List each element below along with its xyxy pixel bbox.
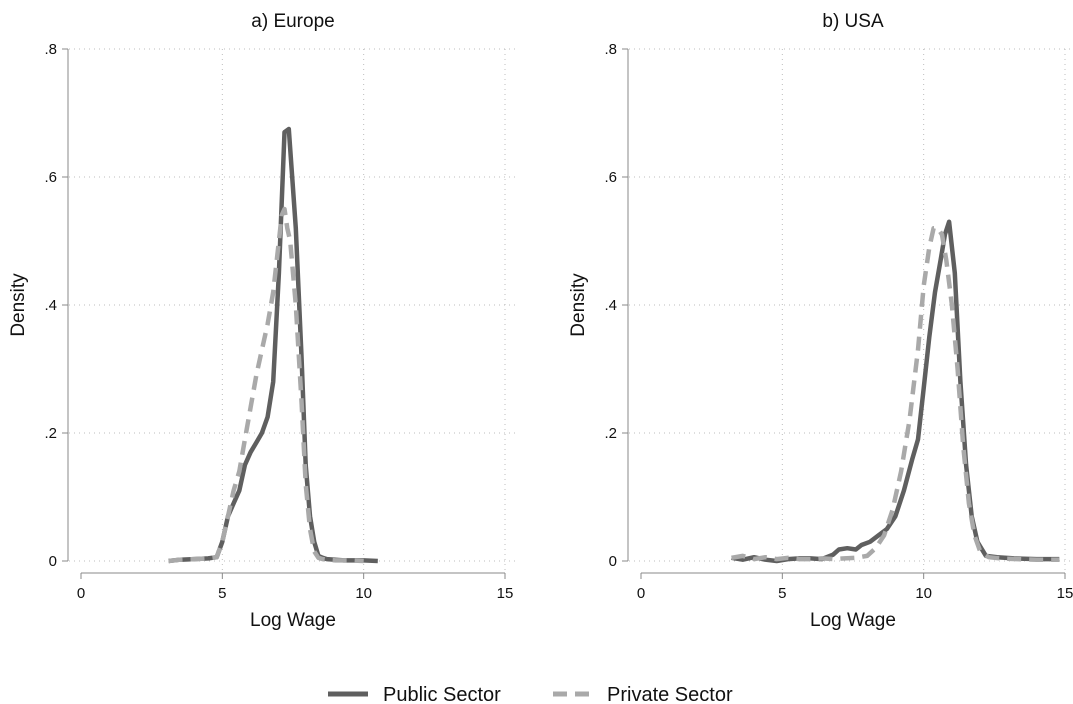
panel-usa: b) USA Density Log Wage 0 .2 .4 .6 .8 0 5 10 15 <box>568 11 1073 631</box>
y-tick-label: .2 <box>604 425 617 442</box>
series-line-public-sector <box>168 126 378 564</box>
y-axis-label: Density <box>568 273 589 337</box>
y-tick-label: .6 <box>604 169 617 186</box>
y-axis-label: Density <box>8 273 29 337</box>
y-tick-label: .4 <box>604 297 617 314</box>
legend: Public Sector Private Sector <box>328 684 733 704</box>
y-tick-label: 0 <box>49 553 57 570</box>
y-tick-label: .6 <box>44 169 57 186</box>
gridlines <box>629 48 1073 572</box>
tick-labels: 0 .2 .4 .6 .8 0 5 10 15 <box>44 41 513 602</box>
legend-item-private: Private Sector <box>553 684 733 704</box>
y-tick-label: 0 <box>609 553 617 570</box>
y-tick-label: .8 <box>604 41 617 58</box>
series-line-private-sector <box>168 206 364 564</box>
x-tick-label: 10 <box>915 585 932 602</box>
series-lines <box>731 219 1060 564</box>
x-tick-label: 15 <box>497 585 514 602</box>
series-line-public-sector <box>731 219 1060 564</box>
x-tick-label: 5 <box>218 585 226 602</box>
x-tick-label: 0 <box>637 585 645 602</box>
x-tick-label: 10 <box>355 585 372 602</box>
axes <box>622 48 1066 579</box>
panel-title: a) Europe <box>251 11 334 32</box>
series-lines <box>168 126 378 564</box>
x-tick-label: 5 <box>778 585 786 602</box>
legend-label: Private Sector <box>607 684 733 704</box>
panel-title: b) USA <box>822 11 884 32</box>
legend-label: Public Sector <box>383 684 501 704</box>
x-axis-label: Log Wage <box>250 610 336 631</box>
tick-labels: 0 .2 .4 .6 .8 0 5 10 15 <box>604 41 1073 602</box>
axes <box>62 48 506 579</box>
panel-europe: a) Europe Density Log Wage 0 .2 .4 .6 .8 0 5 10… <box>8 11 515 631</box>
x-tick-label: 0 <box>77 585 85 602</box>
y-tick-label: .8 <box>44 41 57 58</box>
y-tick-label: .2 <box>44 425 57 442</box>
series-line-private-sector <box>731 225 1060 562</box>
x-axis-label: Log Wage <box>810 610 896 631</box>
legend-item-public: Public Sector <box>328 684 501 704</box>
gridlines <box>69 48 515 572</box>
y-tick-label: .4 <box>44 297 57 314</box>
x-tick-label: 15 <box>1057 585 1073 602</box>
